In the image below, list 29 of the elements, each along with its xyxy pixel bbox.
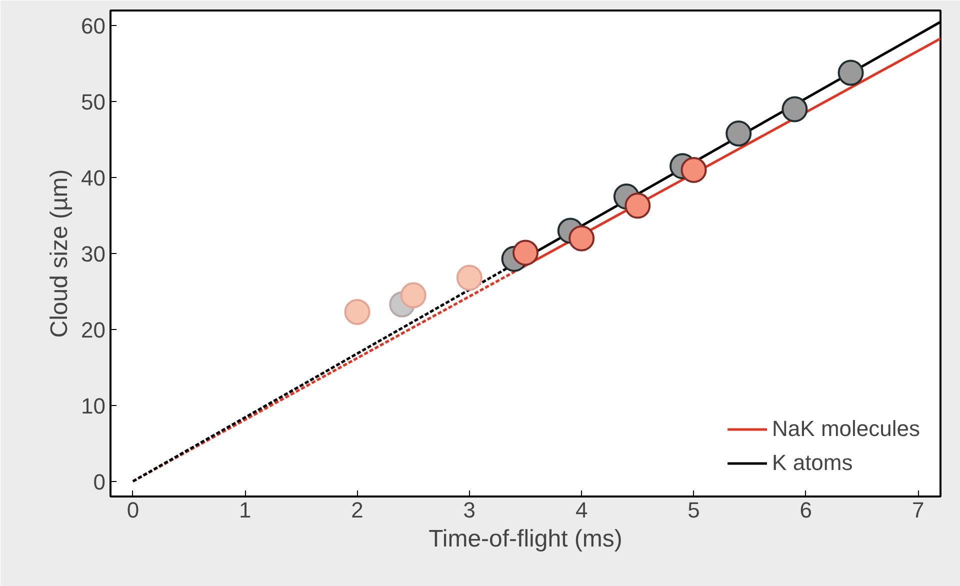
point [782,96,808,122]
y-axis-title: Cloud size (µm) [46,169,74,338]
x-tick-label: 1 [238,498,252,522]
y-tick-label: 50 [81,90,106,115]
legend-label: NaK molecules [772,416,920,442]
point [568,225,595,252]
x-tick-label: 3 [463,498,476,522]
x-tick-label: 5 [688,498,700,522]
point [512,240,538,266]
x-tick-label: 6 [800,498,812,522]
point [726,120,752,146]
x-tick-label: 2 [351,498,364,522]
y-tick-label: 40 [81,166,106,191]
y-tick-label: 0 [93,469,106,494]
y-tick-label: 30 [81,242,106,266]
point [344,298,370,325]
point [680,156,707,183]
point [624,192,651,219]
y-tick-label: 10 [81,393,106,418]
point [838,60,864,86]
legend-label: K atoms [772,450,853,476]
y-tick-label: 20 [81,317,106,342]
x-tick-label: 7 [912,498,924,522]
x-tick-label: 0 [126,498,140,522]
point [456,264,482,291]
x-axis-title: Time-of-flight (ms) [428,526,622,552]
y-tick-label: 60 [81,14,106,39]
point [400,282,426,308]
x-tick-label: 4 [575,498,588,522]
